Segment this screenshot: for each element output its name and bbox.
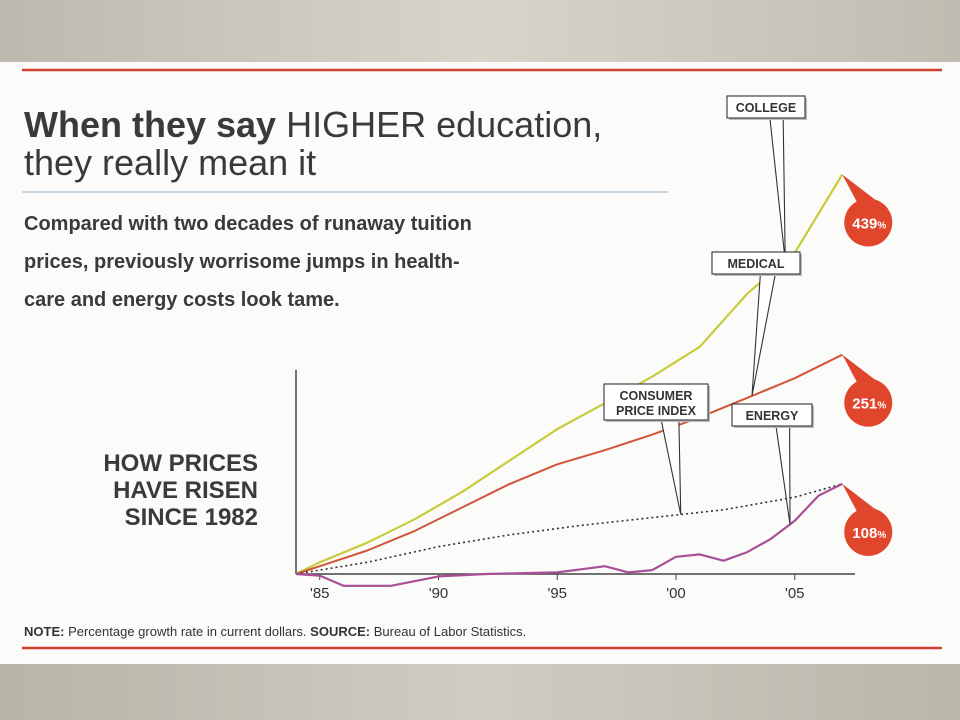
headline-bold: When they say [24, 104, 276, 145]
deck-line2: prices, previously worrisome jumps in he… [24, 251, 460, 273]
end-value-bubbles: 439%251%108% [842, 174, 893, 556]
end-bubble-value-0: 439 [852, 216, 877, 233]
end-bubble-label-1: 251% [852, 396, 886, 413]
callout-box-0 [726, 95, 806, 119]
callout-pointer-2 [660, 419, 682, 515]
headline-line2: they really mean it [24, 142, 316, 183]
callout-box-1 [711, 251, 801, 275]
end-bubble-1: 251% [842, 354, 893, 427]
end-bubble-circle-3 [844, 507, 893, 556]
callout-label-0-0: COLLEGE [736, 101, 796, 115]
side-label-line2: HAVE RISEN [113, 477, 258, 504]
series-line-energy [295, 482, 843, 587]
callout-label-2-0: CONSUMER [620, 389, 693, 403]
infographic-card: When they say HIGHER education, they rea… [0, 62, 960, 664]
series-lines [295, 173, 844, 587]
footnote-source-label: SOURCE: [310, 624, 370, 639]
deck-line3: care and energy costs look tame. [24, 289, 340, 311]
callout-label-1-0: MEDICAL [728, 257, 785, 271]
end-bubble-tail-3 [842, 483, 877, 514]
footnote-note-text: Percentage growth rate in current dollar… [68, 624, 306, 639]
end-bubble-label-0: 439% [852, 216, 886, 233]
headline-regular: HIGHER education, [286, 104, 602, 145]
callout-pointer-0 [769, 117, 786, 262]
slide-background-bottom [0, 664, 960, 720]
x-tick-label-2: '95 [547, 585, 567, 602]
x-tick-labels: '85 '90 '95 '00 '05 [310, 574, 805, 602]
infographic-svg: When they say HIGHER education, they rea… [22, 68, 942, 650]
end-bubble-circle-1 [844, 378, 893, 427]
end-bubble-0: 439% [842, 174, 893, 247]
footnote-source-text: Bureau of Labor Statistics. [374, 624, 526, 639]
end-bubble-value-3: 108 [852, 525, 877, 542]
end-bubble-value-1: 251 [852, 396, 877, 413]
headline-line1: When they say HIGHER education, [24, 104, 602, 145]
side-label-line1: HOW PRICES [103, 450, 258, 477]
x-tick-label-1: '90 [429, 585, 449, 602]
x-tick-label-0: '85 [310, 585, 330, 602]
footnote-note-label: NOTE: [24, 624, 64, 639]
end-bubble-tail-1 [842, 354, 877, 385]
end-bubble-unit-1: % [877, 401, 886, 412]
end-bubble-unit-3: % [877, 530, 886, 541]
callout-label-3-0: ENERGY [746, 409, 799, 423]
callout-box-3 [731, 403, 813, 427]
end-bubble-circle-0 [844, 198, 893, 247]
footnote: NOTE: Percentage growth rate in current … [24, 624, 526, 639]
end-bubble-tail-0 [842, 174, 877, 205]
callout-box-2 [603, 383, 709, 421]
series-line-cpi [295, 483, 843, 575]
slide-background-top [0, 0, 960, 62]
end-bubble-unit-0: % [877, 221, 886, 232]
callout-pointer-1 [751, 273, 776, 396]
end-bubble-label-3: 108% [852, 525, 886, 542]
deck-line1: Compared with two decades of runaway tui… [24, 213, 472, 235]
x-tick-label-3: '00 [666, 585, 686, 602]
series-line-medical [295, 353, 843, 575]
callout-pointer-3 [775, 425, 791, 525]
side-label-line3: SINCE 1982 [125, 504, 258, 531]
x-tick-label-4: '05 [785, 585, 805, 602]
end-bubble-3: 108% [842, 483, 893, 556]
callout-label-2-1: PRICE INDEX [616, 404, 697, 418]
series-line-college [295, 173, 844, 575]
